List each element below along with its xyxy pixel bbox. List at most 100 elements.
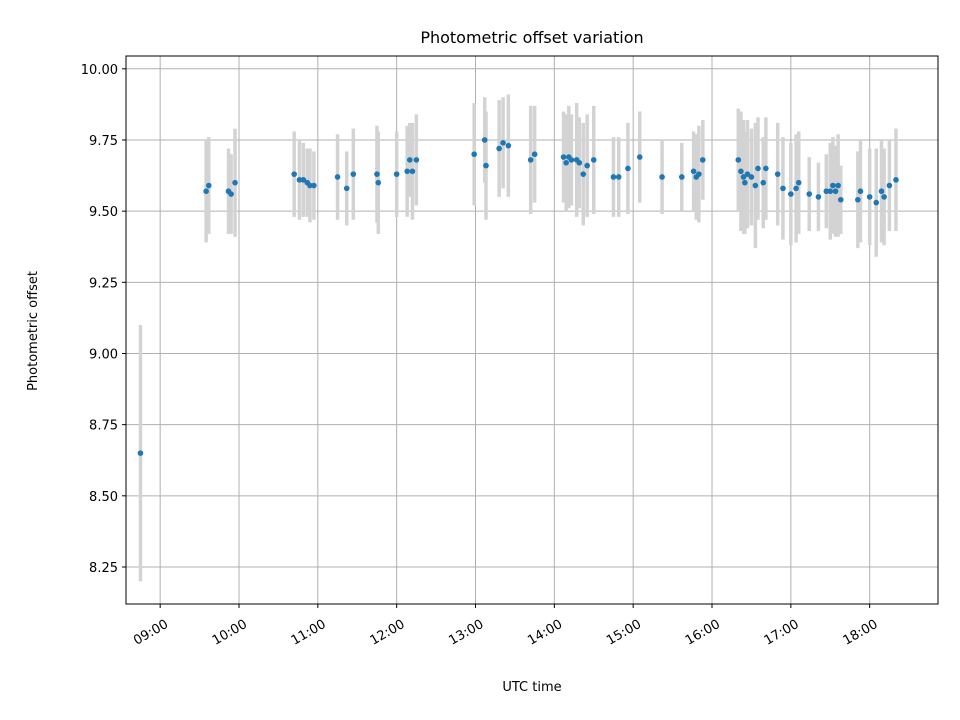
y-tick-label: 8.50 [89,490,118,505]
data-point [300,177,307,183]
data-point [375,179,382,186]
data-point [748,174,755,180]
data-point [580,171,587,177]
x-tick-label: 16:00 [683,617,723,649]
x-tick-label: 10:00 [210,617,250,649]
data-point [584,162,590,169]
y-axis-label: Photometric offset [26,271,41,391]
y-tick-label: 9.75 [89,134,118,149]
data-point [409,168,416,175]
data-point [735,157,742,163]
data-point [576,159,583,166]
x-axis-label: UTC time [502,680,561,695]
x-tick-label: 14:00 [525,617,565,649]
data-point [137,450,144,456]
data-point [625,165,631,172]
data-point [740,174,747,180]
data-point [307,182,313,189]
data-point [413,157,420,163]
y-tick-label: 9.00 [89,347,118,362]
x-tick-label: 15:00 [604,617,644,649]
data-point [636,154,643,160]
data-point [296,177,303,183]
data-point [832,188,839,195]
data-point [563,159,569,166]
data-point [763,165,769,172]
data-point [350,171,357,177]
data-point [755,165,761,172]
data-point [481,137,488,143]
data-point [610,174,617,180]
data-point [793,185,799,192]
tick-layer: 09:00 10:00 11:00 12:00 13:00 14:00 15:00 16:00… [81,63,881,649]
data-point [615,174,622,180]
data-point [590,157,597,163]
data-point [483,162,489,169]
data-point [205,182,212,189]
data-point [788,191,794,197]
plot-frame [125,55,939,605]
data-point [560,154,567,160]
data-point [780,185,786,192]
data-point [827,188,834,195]
data-point [795,179,802,186]
data-point [291,171,297,177]
errorbar-layer [138,94,898,582]
y-tick-label: 8.25 [89,561,118,576]
x-tick-label: 11:00 [289,617,329,649]
data-point [893,177,899,183]
data-point [823,188,830,195]
data-point [690,168,697,175]
data-point [886,182,893,189]
data-point [752,182,759,189]
data-point [742,179,748,186]
data-point [830,182,836,189]
y-tick-label: 9.50 [89,205,118,220]
data-point [857,188,864,195]
point-layer [137,137,899,456]
data-point [311,182,317,189]
data-point [228,191,234,197]
data-point [505,142,512,149]
chart-title: Photometric offset variation [420,28,643,47]
data-point [568,157,575,163]
x-tick-label: 18:00 [841,617,881,649]
data-point [835,182,841,189]
data-point [496,145,502,152]
y-tick-label: 9.25 [89,276,118,291]
data-point [343,185,350,192]
data-point [881,194,887,200]
data-point [744,171,751,177]
data-point [774,171,781,177]
data-point [738,168,744,175]
y-tick-label: 8.75 [89,419,118,434]
data-point [878,188,885,195]
data-point [700,157,706,163]
y-tick-label: 10.00 [81,63,118,78]
data-point [855,196,861,203]
data-point [393,171,400,177]
data-point [527,157,534,163]
x-tick-label: 09:00 [131,617,171,649]
data-point [232,179,238,186]
data-point [866,194,873,200]
x-tick-label: 17:00 [762,617,802,649]
data-point [837,196,844,203]
x-tick-label: 12:00 [368,617,408,649]
data-point [531,151,538,158]
data-point [407,157,413,163]
data-point [659,174,665,180]
data-point [374,171,380,177]
x-tick-label: 13:00 [446,617,486,649]
data-point [203,188,209,195]
data-point [873,199,880,206]
data-point [678,174,685,180]
data-point [806,191,813,197]
data-point [500,140,506,146]
data-point [815,194,822,200]
data-point [760,179,767,186]
data-point [471,151,477,158]
data-point [404,168,410,175]
data-point [696,171,702,177]
